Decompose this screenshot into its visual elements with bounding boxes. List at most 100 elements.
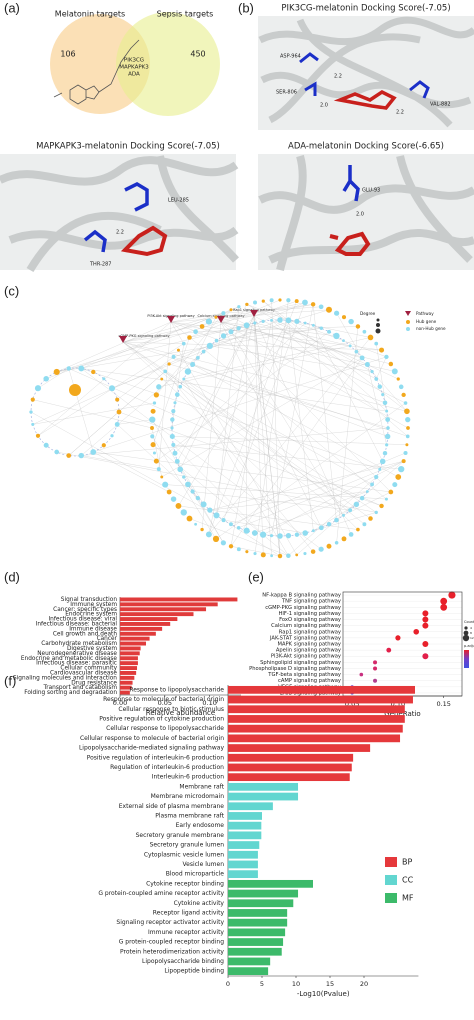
bar [120,675,135,680]
bar [120,656,138,661]
edge [169,363,389,429]
edge [81,368,387,412]
node [342,513,345,517]
edge [189,299,281,338]
node [382,400,388,406]
edge [220,304,314,323]
edge [152,337,190,445]
residue-label: ASP-964 [280,54,301,60]
node [35,433,41,438]
node [115,397,120,402]
y-tick-label: Carbohydrate metabolism [41,641,117,647]
distance: 2.2 [396,110,404,116]
edge [220,321,391,493]
node [153,458,159,464]
bar [228,938,284,946]
distance: 2.0 [356,212,364,218]
bar [228,812,262,820]
node [318,304,324,310]
y-tick-label: Endocrine and metabolic disease [21,656,118,662]
node [177,466,184,473]
edge [178,350,297,555]
edge [81,368,322,550]
y-tick-label: Interleukin-6 production [152,774,224,781]
edge [271,320,408,437]
node [150,426,154,430]
node [353,501,360,508]
venn-label: Melatonin targets [55,10,125,19]
node [29,410,33,414]
node [166,489,172,495]
node [220,540,226,546]
y-tick-label: Vesicle lumen [183,861,225,868]
node [236,326,241,331]
node [180,509,187,516]
node [303,551,307,556]
legend-dot [375,328,381,334]
y-tick-label: Positive regulation of cytokine producti… [99,715,224,722]
edge [220,321,409,429]
y-tick-label: Lipopolysaccharide-mediated signaling pa… [79,745,224,752]
node [270,554,274,558]
y-tick-label: G protein-coupled receptor binding [119,939,224,946]
edge [111,319,281,389]
pathway-node [217,316,225,323]
y-tick-label: Cellular community [60,666,117,672]
node [182,377,186,381]
node [318,546,324,552]
edge [223,519,306,534]
edge [208,337,371,535]
dot [413,628,420,635]
node [277,533,283,539]
residue-label: GLU-93 [362,188,380,194]
node [153,392,159,398]
venn: Melatonin targets Sepsis targets 106 450… [50,10,220,116]
x-tick-label: 10 [292,980,300,988]
legend-swatch [385,875,397,885]
y-tick-label: Cytokine activity [174,900,225,907]
node [341,536,347,542]
edge [238,461,404,528]
node [355,324,361,329]
node [156,467,161,472]
edge [220,321,322,528]
bar [228,763,352,772]
bar [120,597,238,602]
node [365,490,369,493]
bar [228,753,354,762]
node [200,501,207,508]
ligand [329,231,371,256]
node [295,553,299,557]
node [269,534,274,538]
node [195,495,201,501]
panel-label: (c) [4,283,19,298]
node [277,553,283,559]
edge [68,368,382,507]
node [406,426,410,430]
node [348,508,353,513]
node [31,422,35,426]
node [405,443,409,447]
y-tick-label: Blood microparticle [166,871,225,878]
x-tick-label: 15 [326,980,334,988]
legend-title: Count [464,620,474,624]
edge [195,326,358,332]
edge [336,326,359,543]
edge [223,302,306,521]
node [174,458,180,464]
node [396,377,400,381]
bar [228,724,403,733]
legend-label: 12 [470,636,474,640]
node [379,503,384,509]
bar [228,782,299,791]
node [172,450,178,456]
node [294,318,300,324]
legend-label: non-Hub gene [416,326,446,331]
edge [230,357,363,547]
node [91,369,96,375]
edge [172,436,407,445]
node [261,299,265,303]
node [116,409,122,415]
node [102,377,106,381]
node [381,393,385,397]
